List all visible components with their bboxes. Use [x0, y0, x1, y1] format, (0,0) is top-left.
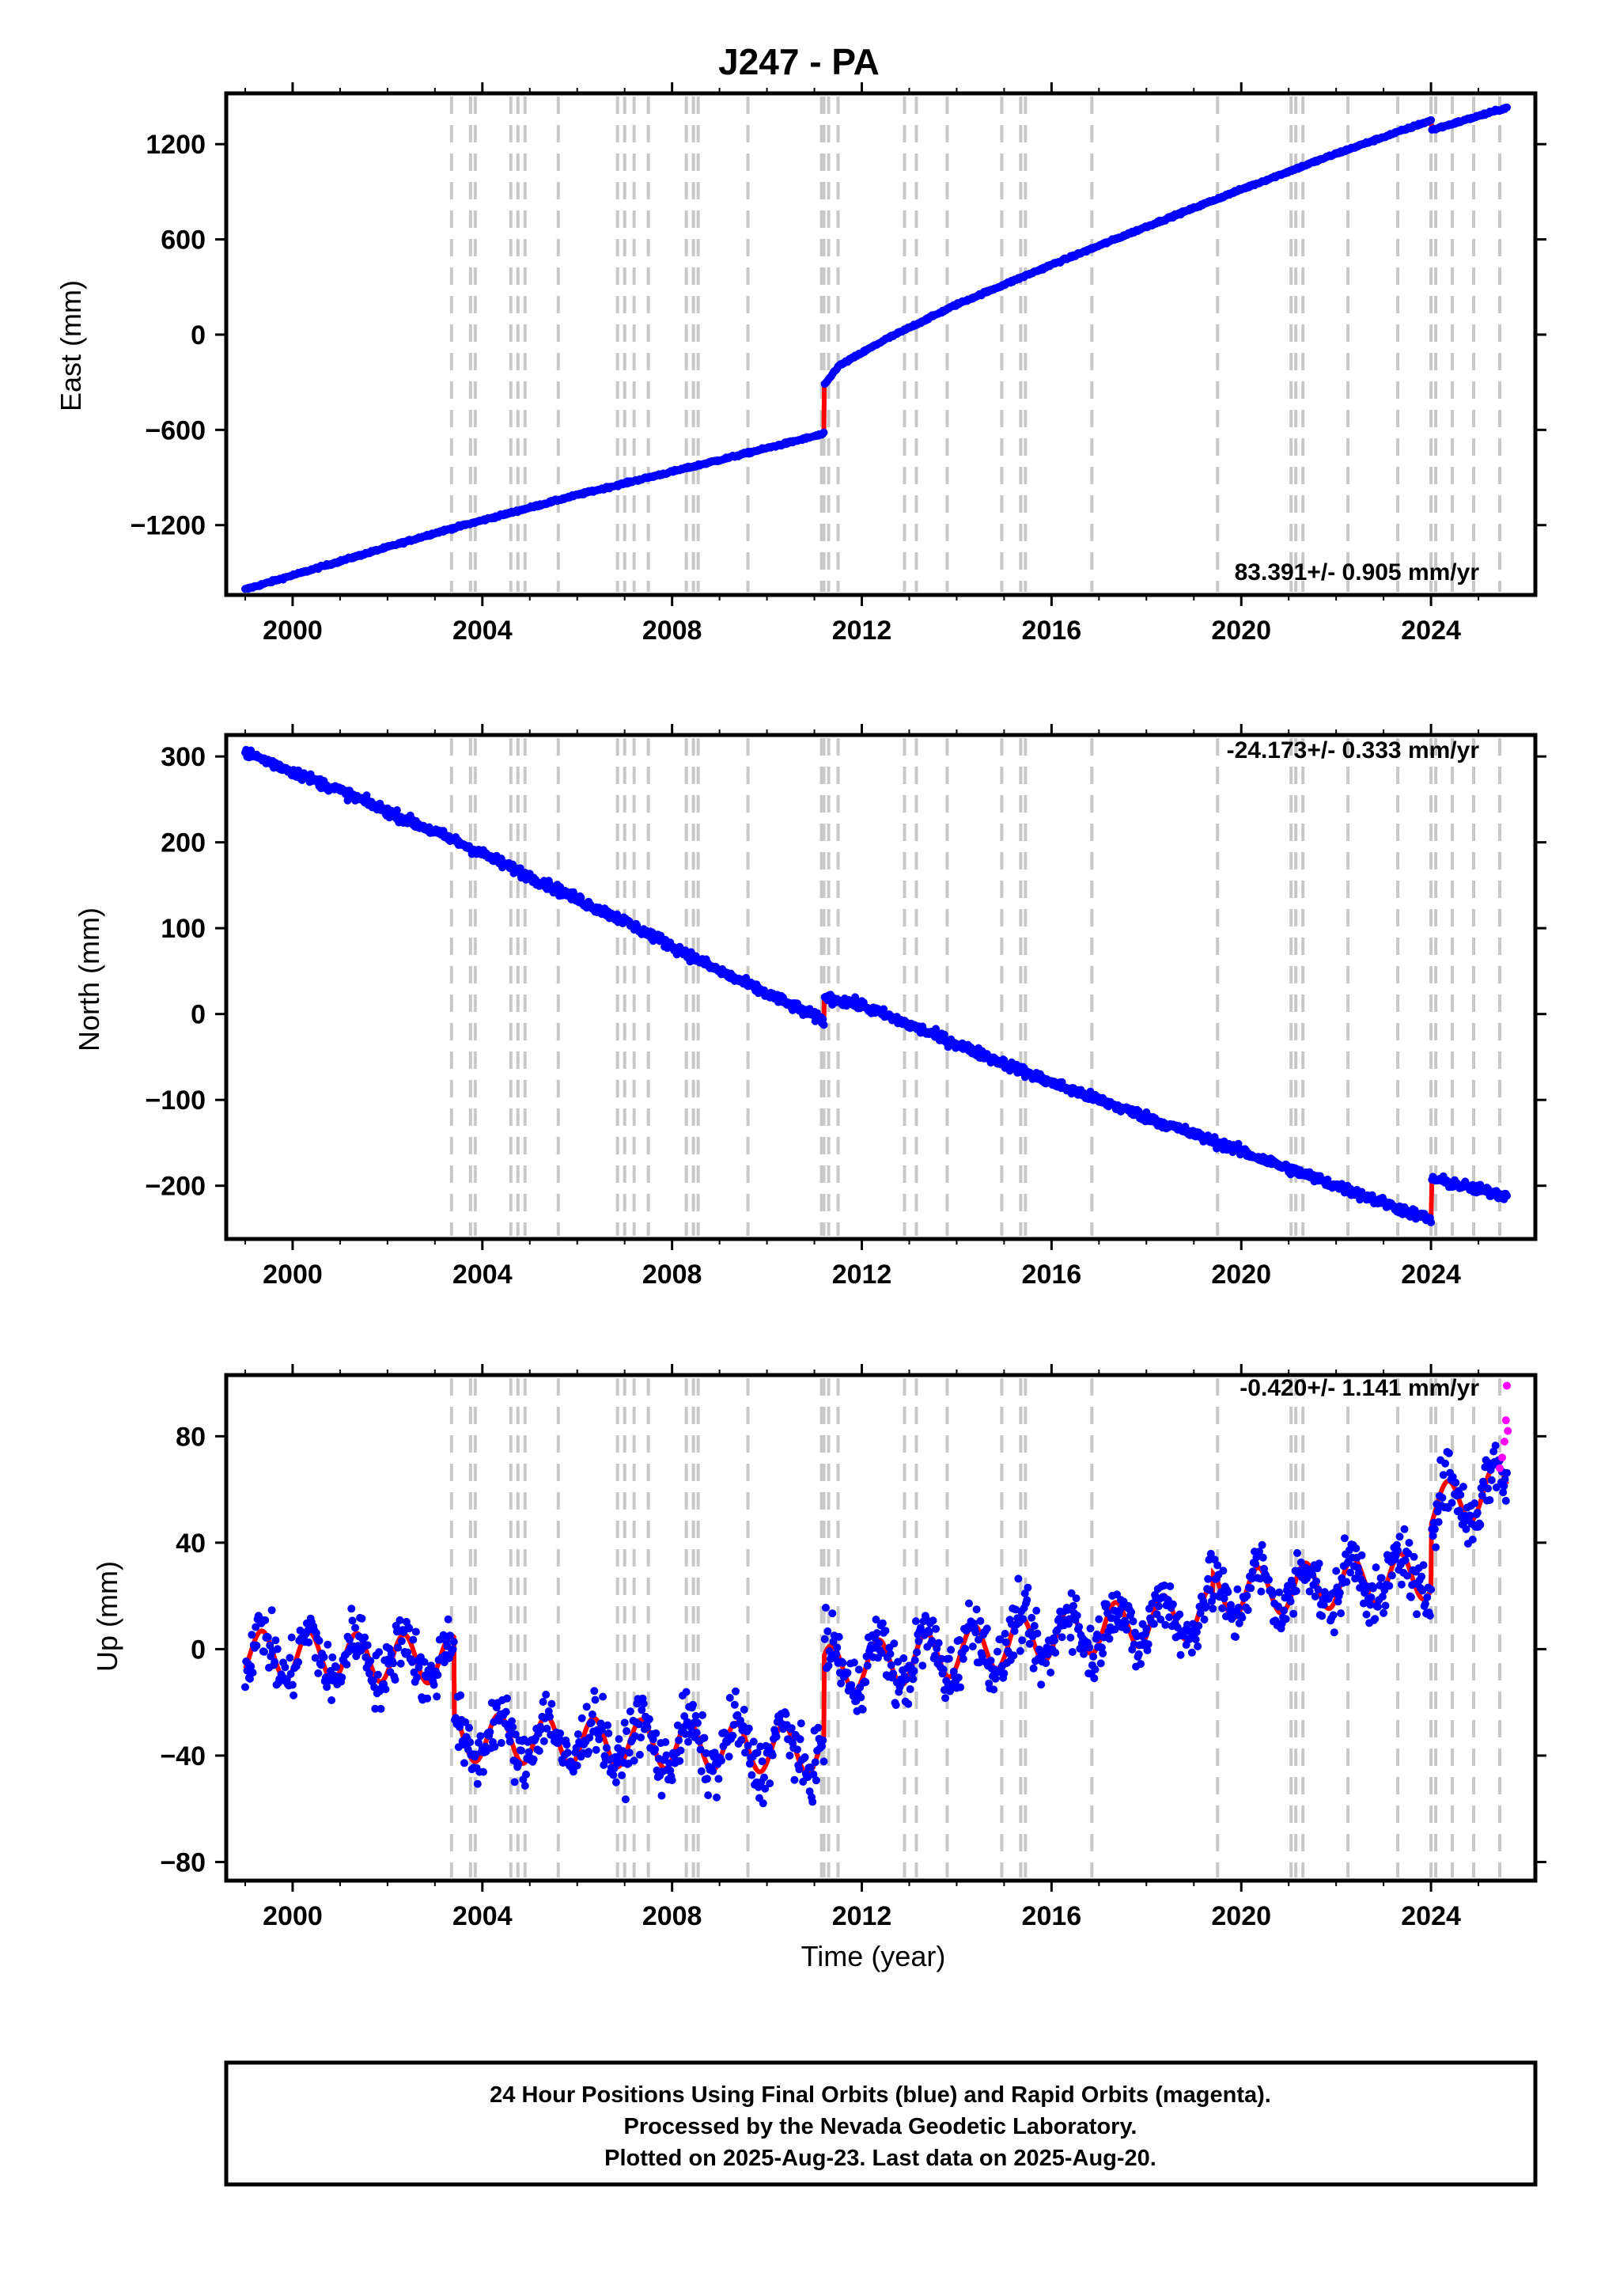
north-axes: 2000 2004 2008 2012 2016 2020 2024 −200 −100 0 100…: [145, 724, 1546, 1290]
y-tick-label: −200: [145, 1172, 206, 1202]
north-axis-label: North (mm): [73, 907, 105, 1051]
y-tick-label: −100: [145, 1085, 206, 1116]
rapid-point: [1501, 1416, 1510, 1425]
y-tick-label: 80: [176, 1422, 206, 1452]
north-final-points: [241, 745, 1511, 1226]
y-tick-label: 600: [161, 225, 206, 256]
x-tick-label: 2000: [263, 1260, 323, 1290]
north-data-points: [241, 745, 1511, 1226]
east-data-points: [241, 103, 1511, 593]
x-tick-label: 2020: [1211, 1260, 1271, 1290]
x-tick-label: 2004: [452, 1901, 513, 1931]
x-tick-label: 2000: [263, 616, 323, 646]
up-data-points: [241, 1381, 1512, 1808]
y-tick-label: −1200: [131, 511, 206, 541]
north-model-layer: [244, 749, 1508, 1224]
plot-frame: [224, 91, 1538, 597]
rapid-point: [1503, 1381, 1512, 1390]
east-event-lines: [449, 97, 1502, 592]
east-axis-label: East (mm): [55, 280, 87, 411]
y-tick-label: 0: [191, 1635, 206, 1665]
x-tick-label: 2008: [642, 616, 702, 646]
y-tick-label: 40: [176, 1529, 206, 1559]
x-tick-label: 2012: [832, 1260, 892, 1290]
y-tick-label: −600: [145, 415, 206, 445]
y-tick-label: 200: [161, 828, 206, 858]
up-event-lines: [449, 1378, 1502, 1877]
rapid-point: [1496, 1464, 1504, 1472]
north-rate-label: -24.173+/- 0.333 mm/yr: [1227, 737, 1480, 763]
plot-frame: [224, 1373, 1538, 1883]
y-tick-label: −80: [160, 1847, 206, 1877]
east-final-points: [241, 103, 1511, 593]
chart-title: J247 - PA: [718, 41, 880, 82]
y-tick-label: 0: [191, 320, 206, 350]
y-tick-label: 100: [161, 914, 206, 944]
y-tick-label: −40: [160, 1741, 206, 1771]
east-rate-label: 83.391+/- 0.905 mm/yr: [1235, 559, 1480, 585]
x-tick-label: 2008: [642, 1260, 702, 1290]
up-final-points: [241, 1442, 1511, 1808]
x-tick-label: 2016: [1022, 616, 1082, 646]
x-tick-label: 2016: [1022, 1260, 1082, 1290]
x-axis-label: Time (year): [801, 1940, 946, 1972]
x-tick-label: 2020: [1211, 1901, 1271, 1931]
up-axis-label: Up (mm): [91, 1561, 123, 1672]
north-event-lines: [449, 738, 1502, 1236]
plot-frame: [224, 733, 1538, 1241]
up-panel: 2000 2004 2008 2012 2016 2020 2024−80−4004080 …: [91, 1364, 1546, 1931]
east-axes: 2000 2004 2008 2012 2016 2020 2024 −1200 −600 0 60…: [131, 82, 1546, 646]
up-axes: 2000 2004 2008 2012 2016 2020 2024 −80 −40 0 40 80: [160, 1364, 1546, 1931]
rapid-point: [1501, 1438, 1509, 1446]
footer-line-1: 24 Hour Positions Using Final Orbits (bl…: [490, 2082, 1271, 2108]
east-panel: 2000 2004 2008 2012 2016 2020 2024 −1200 −600 0 60…: [55, 82, 1546, 646]
north-model-line: [244, 749, 1508, 1224]
footer-line-2: Processed by the Nevada Geodetic Laborat…: [624, 2114, 1137, 2139]
y-tick-label: 1200: [146, 130, 206, 160]
up-rate-label: -0.420+/- 1.141 mm/yr: [1240, 1375, 1479, 1401]
x-tick-label: 2024: [1401, 1260, 1461, 1290]
y-tick-label: 300: [161, 742, 206, 772]
y-tick-label: 0: [191, 1000, 206, 1030]
x-tick-label: 2012: [832, 1901, 892, 1931]
x-tick-label: 2024: [1401, 1901, 1461, 1931]
x-tick-label: 2024: [1401, 616, 1461, 646]
rapid-point: [1498, 1453, 1507, 1462]
rapid-point: [1504, 1426, 1512, 1435]
footer-box: 24 Hour Positions Using Final Orbits (bl…: [224, 2060, 1538, 2187]
x-tick-label: 2004: [452, 616, 513, 646]
x-tick-label: 2000: [263, 1901, 323, 1931]
north-panel: 2000 2004 2008 2012 2016 2020 2024 −200 −100 0 100…: [73, 724, 1546, 1290]
x-tick-label: 2020: [1211, 616, 1271, 646]
x-tick-label: 2012: [832, 616, 892, 646]
x-tick-label: 2008: [642, 1901, 702, 1931]
x-tick-label: 2016: [1022, 1901, 1082, 1931]
footer-line-3: Plotted on 2025-Aug-23. Last data on 202…: [604, 2146, 1156, 2171]
x-tick-label: 2004: [452, 1260, 513, 1290]
